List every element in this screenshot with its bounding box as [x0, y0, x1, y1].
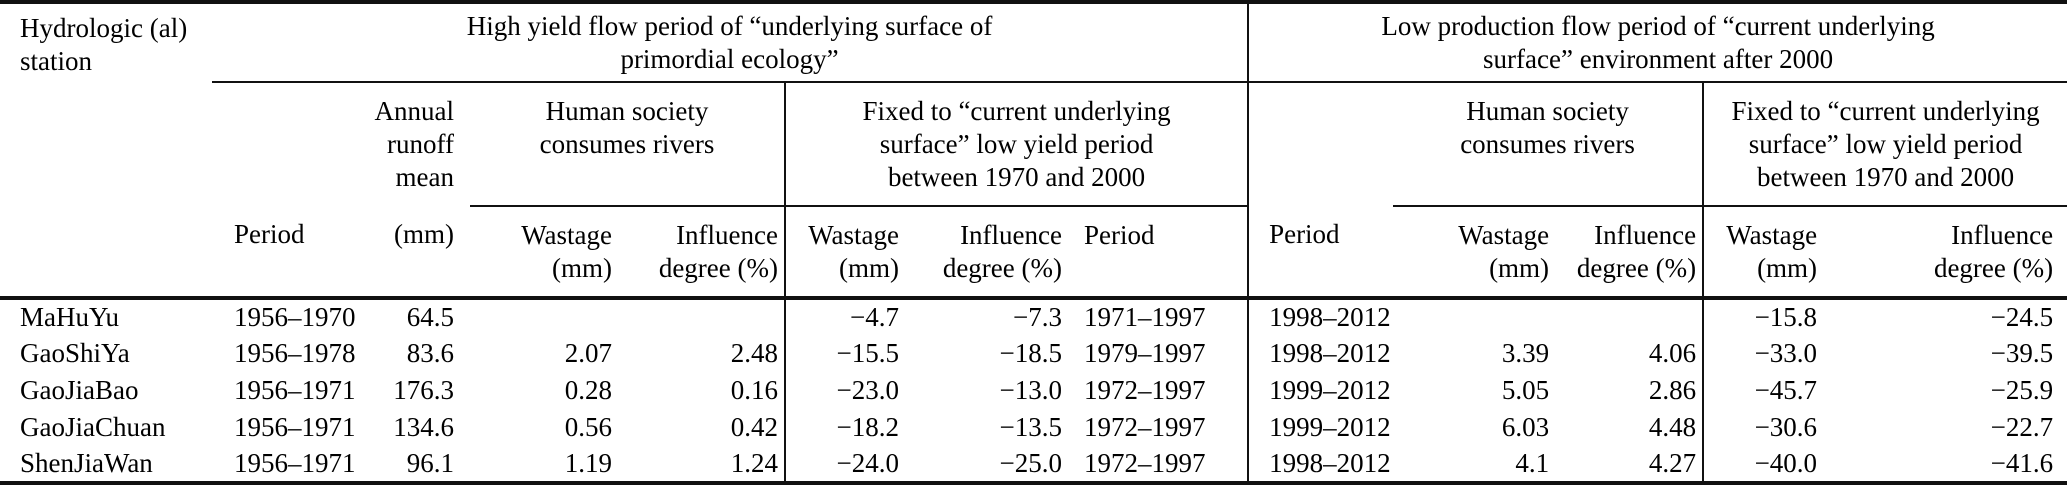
cell-influence-human-high — [618, 298, 785, 335]
table-row: MaHuYu 1956–1970 64.5 −4.7 −7.3 1971–199… — [0, 298, 2067, 335]
cell-wastage-fixed-high: −15.5 — [784, 335, 905, 372]
cell-period-primordial: 1956–1978 — [234, 338, 356, 368]
cell-period-primordial: 1956–1971 — [234, 448, 356, 478]
cell-wastage-fixed-low: −45.7 — [1702, 372, 1824, 409]
cell-station: MaHuYu — [20, 302, 119, 332]
wastage-header-fixed-high: Wastage (mm) — [784, 206, 905, 300]
cell-wastage-fixed-high: −24.0 — [784, 446, 905, 483]
influence-header-human-low: Influence degree (%) — [1555, 206, 1704, 300]
cell-wastage-fixed-low: −15.8 — [1702, 298, 1824, 335]
cell-wastage-fixed-high: −4.7 — [784, 298, 905, 335]
cell-period-primordial: 1956–1971 — [234, 375, 356, 405]
cell-influence-human-low — [1555, 298, 1703, 335]
influence-header-fixed-low: Influence degree (%) — [1823, 206, 2067, 300]
cell-annual-runoff: 96.1 — [406, 448, 454, 478]
period-header-low: Period — [1247, 206, 1394, 300]
cell-influence-human-low: 2.86 — [1648, 375, 1697, 405]
cell-period-low: 1999–2012 — [1247, 409, 1394, 446]
cell-influence-human-low: 4.06 — [1648, 338, 1697, 368]
cell-influence-fixed-high: −18.5 — [999, 338, 1062, 368]
cell-influence-fixed-high: −25.0 — [999, 448, 1062, 478]
table-row: GaoShiYa 1956–1978 83.6 2.07 2.48 −15.5 … — [0, 335, 2067, 372]
table-row: ShenJiaWan 1956–1971 96.1 1.19 1.24 −24.… — [0, 446, 2067, 483]
cell-period-fixed-high: 1972–1997 — [1084, 375, 1206, 405]
cell-period-primordial: 1956–1970 — [234, 302, 356, 332]
cell-period-fixed-high: 1972–1997 — [1084, 412, 1206, 442]
header-row-groups: Hydrologic (al) station High yield flow … — [0, 2, 2067, 300]
cell-period-low: 1999–2012 — [1247, 372, 1394, 409]
human-society-header-low: Human society consumes rivers — [1393, 82, 1704, 207]
group-header-low-production: Low production flow period of “current u… — [1247, 2, 2067, 83]
cell-influence-human-high: 0.16 — [730, 375, 778, 405]
cell-influence-human-low: 4.48 — [1648, 412, 1697, 442]
cell-annual-runoff: 64.5 — [406, 302, 454, 332]
cell-wastage-human-high: 1.19 — [564, 448, 612, 478]
group-header-high-yield: High yield flow period of “underlying su… — [212, 2, 1249, 83]
cell-influence-fixed-low: −22.7 — [1990, 412, 2054, 442]
cell-annual-runoff: 134.6 — [393, 412, 454, 442]
cell-wastage-fixed-high: −23.0 — [784, 372, 905, 409]
wastage-header-human-low: Wastage (mm) — [1393, 206, 1556, 300]
cell-period-low: 1998–2012 — [1247, 335, 1394, 372]
cell-influence-human-low: 4.27 — [1648, 448, 1697, 478]
cell-wastage-human-low: 3.39 — [1501, 338, 1550, 368]
cell-influence-fixed-low: −25.9 — [1990, 375, 2054, 405]
cell-wastage-human-high: 0.28 — [564, 375, 612, 405]
runoff-unit-header: (mm) — [370, 206, 470, 300]
cell-wastage-fixed-low: −40.0 — [1702, 446, 1824, 483]
cell-influence-fixed-high: −13.5 — [999, 412, 1062, 442]
cell-annual-runoff: 83.6 — [406, 338, 454, 368]
cell-influence-human-high: 2.48 — [730, 338, 778, 368]
cell-period-fixed-high: 1972–1997 — [1084, 448, 1206, 478]
annual-runoff-header: Annual runoff mean — [374, 96, 454, 192]
cell-influence-human-high: 0.42 — [730, 412, 778, 442]
fixed-surface-header-high: Fixed to “current underlying surface” lo… — [783, 82, 1249, 207]
cell-period-fixed-high: 1971–1997 — [1084, 302, 1206, 332]
cell-period-primordial: 1956–1971 — [234, 412, 356, 442]
fixed-surface-header-low: Fixed to “current underlying surface” lo… — [1702, 82, 2067, 207]
cell-station: ShenJiaWan — [20, 448, 153, 478]
cell-station: GaoShiYa — [20, 338, 130, 368]
header-row-subgroups: Annual runoff mean Human society consume… — [0, 82, 2067, 207]
cell-period-low: 1998–2012 — [1247, 446, 1394, 483]
header-row-columns: Period (mm) Wastage (mm) Influence degre… — [0, 206, 2067, 300]
cell-influence-human-high: 1.24 — [730, 448, 778, 478]
cell-wastage-human-high — [470, 298, 618, 335]
influence-header-human-high: Influence degree (%) — [618, 206, 785, 300]
cell-period-fixed-high: 1979–1997 — [1084, 338, 1206, 368]
cell-influence-fixed-low: −24.5 — [1990, 302, 2054, 332]
cell-influence-fixed-low: −39.5 — [1990, 338, 2054, 368]
period-header-fixed-high: Period — [1068, 206, 1249, 300]
wastage-header-fixed-low: Wastage (mm) — [1702, 206, 1824, 300]
cell-wastage-fixed-low: −33.0 — [1702, 335, 1824, 372]
cell-station: GaoJiaChuan — [20, 412, 166, 442]
cell-influence-fixed-low: −41.6 — [1990, 448, 2054, 478]
period-header-primordial: Period — [212, 206, 370, 300]
cell-period-low: 1998–2012 — [1247, 298, 1394, 335]
cell-wastage-human-high: 2.07 — [564, 338, 612, 368]
cell-wastage-fixed-low: −30.6 — [1702, 409, 1824, 446]
spacer-cell — [212, 82, 370, 206]
cell-station: GaoJiaBao — [20, 375, 139, 405]
table-row: GaoJiaChuan 1956–1971 134.6 0.56 0.42 −1… — [0, 409, 2067, 446]
cell-wastage-human-high: 0.56 — [564, 412, 612, 442]
station-column-header: Hydrologic (al) station — [0, 2, 212, 300]
cell-wastage-human-low: 4.1 — [1515, 448, 1550, 478]
cell-influence-fixed-high: −7.3 — [1013, 302, 1062, 332]
influence-header-fixed-high: Influence degree (%) — [905, 206, 1068, 300]
spacer-cell — [1247, 82, 1394, 206]
wastage-header-human-high: Wastage (mm) — [470, 206, 618, 300]
cell-wastage-human-low — [1393, 298, 1555, 335]
cell-influence-fixed-high: −13.0 — [999, 375, 1062, 405]
cell-annual-runoff: 176.3 — [393, 375, 454, 405]
cell-wastage-human-low: 6.03 — [1501, 412, 1550, 442]
human-society-header-high: Human society consumes rivers — [470, 82, 785, 207]
table-row: GaoJiaBao 1956–1971 176.3 0.28 0.16 −23.… — [0, 372, 2067, 409]
cell-wastage-human-low: 5.05 — [1501, 375, 1550, 405]
cell-wastage-fixed-high: −18.2 — [784, 409, 905, 446]
